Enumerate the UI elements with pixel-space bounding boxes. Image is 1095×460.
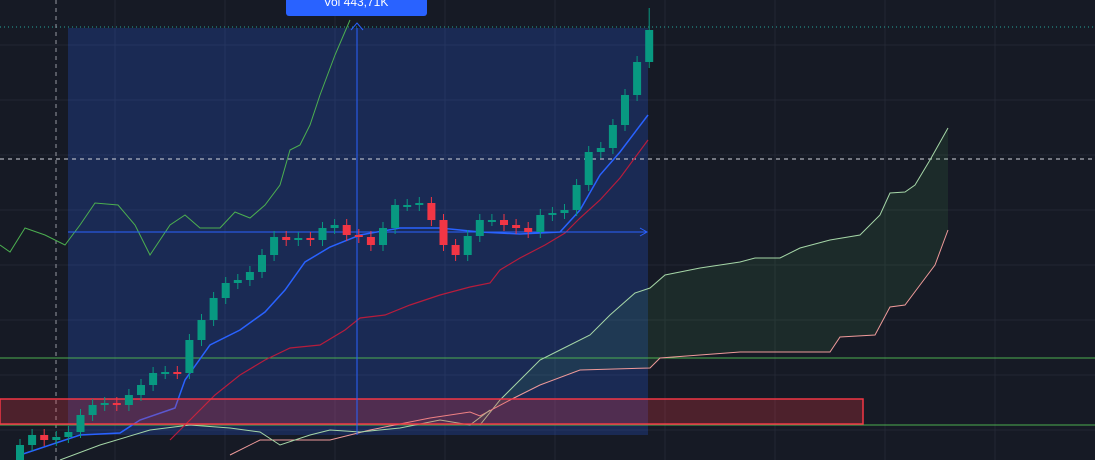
candle-body (185, 340, 194, 373)
span-a (479, 127, 949, 426)
candle-body (524, 228, 533, 232)
candle-body (100, 403, 109, 405)
cloud (480, 128, 948, 425)
candle-body (124, 395, 133, 405)
candle-body (572, 185, 581, 210)
candle-body (354, 235, 363, 237)
pale-line (59, 409, 491, 460)
candle-body (487, 220, 496, 222)
candle-body (197, 320, 206, 340)
candle-body (88, 405, 97, 415)
zone-box (0, 398, 864, 425)
candle-body (645, 30, 654, 62)
candle-body (403, 205, 412, 207)
candle-body (548, 213, 557, 215)
candle-body (282, 237, 291, 240)
candle-body (536, 215, 545, 232)
candle-body (366, 237, 375, 245)
candle-body (500, 220, 508, 225)
candle-body (608, 125, 617, 148)
candle-body (596, 148, 605, 152)
candle-body (233, 280, 242, 283)
fast-ma (19, 114, 649, 456)
candle-body (209, 298, 218, 320)
candle-body (149, 373, 158, 385)
candle-body (621, 95, 629, 125)
candles (16, 8, 654, 460)
candle-body (28, 435, 37, 445)
slow-ma (169, 139, 649, 441)
span-b (229, 229, 949, 456)
candle-body (439, 220, 448, 245)
candle-body (584, 152, 593, 185)
candle-body (475, 220, 484, 236)
arrow-head (350, 22, 364, 31)
arrow-head (639, 227, 649, 237)
candle-body (173, 372, 182, 374)
candle-body (451, 245, 460, 255)
candle-body (258, 255, 266, 272)
candle-body (560, 210, 569, 213)
candle-body (112, 403, 121, 405)
candle-body (306, 238, 315, 240)
candle-body (463, 236, 472, 255)
candle-body (76, 415, 85, 432)
candle-body (633, 62, 642, 95)
candle-body (330, 225, 339, 228)
candle-body (245, 272, 254, 280)
candle-body (40, 435, 49, 440)
candle-body (137, 385, 145, 395)
candle-body (415, 203, 424, 205)
candle-body (64, 432, 73, 437)
lagging-span (0, 19, 351, 256)
candle-body (379, 228, 387, 245)
candle-body (512, 225, 521, 228)
candle-body (16, 445, 24, 460)
candle-body (270, 237, 279, 255)
candle-body (52, 437, 61, 440)
candle-body (161, 372, 170, 374)
indicators (0, 19, 949, 460)
candle-body (318, 228, 327, 240)
tooltip-box (286, 0, 427, 16)
candle-body (391, 205, 400, 228)
tooltip-label: Vol 443,71K (324, 0, 389, 9)
candle-body (342, 225, 351, 235)
candle-body (221, 283, 230, 298)
candle-body (294, 238, 303, 240)
candle-body (427, 203, 436, 220)
